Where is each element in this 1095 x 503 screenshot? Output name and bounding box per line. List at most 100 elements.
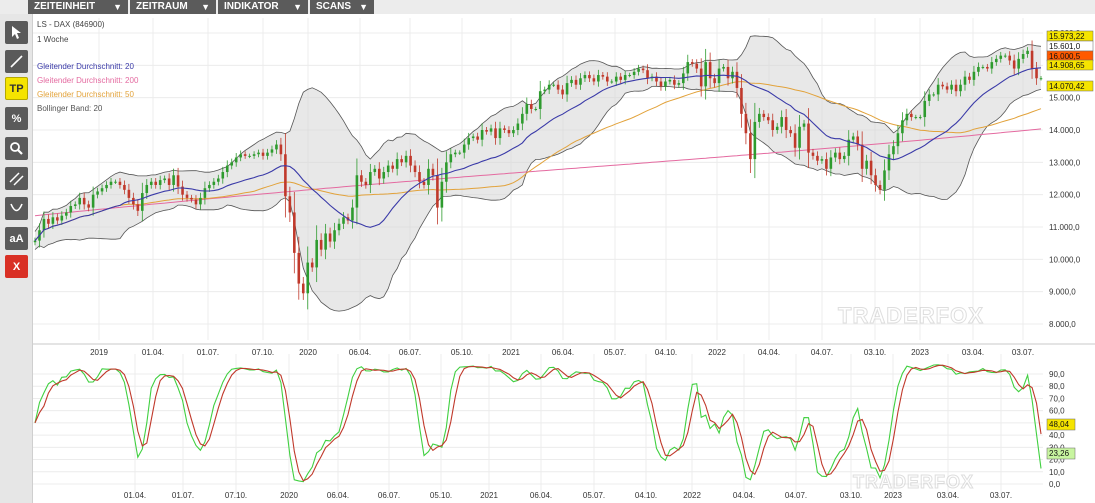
candle-body bbox=[646, 70, 649, 79]
zoom-icon bbox=[10, 142, 23, 155]
candle-body bbox=[516, 123, 520, 130]
drawing-toolbar: TP % aA X bbox=[0, 14, 33, 503]
candle-body bbox=[744, 113, 748, 134]
candle-body bbox=[221, 172, 225, 179]
cursor-tool-button[interactable] bbox=[5, 21, 28, 44]
candle-body bbox=[319, 239, 323, 250]
y-tick-label: 13.000,0 bbox=[1049, 158, 1081, 167]
x-tick-label: 05.07. bbox=[604, 348, 626, 357]
candle-body bbox=[301, 283, 305, 294]
legend-ma200[interactable]: Gleitender Durchschnitt: 200 bbox=[37, 76, 139, 85]
candle-body bbox=[427, 168, 430, 185]
candle-body bbox=[149, 181, 153, 185]
candle-body bbox=[932, 94, 935, 96]
menu-zeitraum[interactable]: ZEITRAUM ▼ bbox=[130, 0, 218, 14]
candle-body bbox=[740, 87, 743, 114]
candle-body bbox=[123, 184, 126, 190]
candle-body bbox=[96, 191, 99, 195]
price-badge bbox=[1046, 59, 1094, 71]
candle-body bbox=[494, 128, 497, 139]
candle-body bbox=[333, 230, 336, 242]
legend-bollinger[interactable]: Bollinger Band: 20 bbox=[37, 104, 103, 113]
tp-tool-button[interactable]: TP bbox=[5, 77, 28, 100]
menu-zeiteinheit[interactable]: ZEITEINHEIT ▼ bbox=[28, 0, 130, 14]
x-tick-label: 03.10. bbox=[864, 348, 886, 357]
x-tick-label: 01.07. bbox=[197, 348, 219, 357]
candle-body bbox=[704, 62, 707, 87]
parallel-lines-tool-button[interactable] bbox=[5, 167, 28, 190]
candle-body bbox=[807, 123, 810, 153]
osc-x-tick-label: 06.04. bbox=[530, 491, 552, 500]
legend-ma20[interactable]: Gleitender Durchschnitt: 20 bbox=[37, 62, 134, 71]
price-badge-label: 14.070,42 bbox=[1049, 82, 1085, 91]
osc-x-tick-label: 04.04. bbox=[733, 491, 755, 500]
osc-x-tick-label: 2021 bbox=[480, 491, 498, 500]
menu-indikator[interactable]: INDIKATOR ▼ bbox=[218, 0, 310, 14]
candle-body bbox=[364, 181, 368, 185]
candle-body bbox=[668, 79, 672, 82]
osc-x-tick-label: 07.10. bbox=[225, 491, 247, 500]
candle-body bbox=[561, 89, 564, 95]
candle-body bbox=[659, 81, 663, 87]
candle-body bbox=[158, 180, 162, 185]
candle-body bbox=[105, 184, 108, 189]
candle-body bbox=[619, 76, 623, 80]
text-tool-button[interactable]: aA bbox=[5, 227, 28, 250]
price-badge-label: 15.973,22 bbox=[1049, 32, 1085, 41]
osc-x-tick-label: 04.10. bbox=[635, 491, 657, 500]
candle-body bbox=[977, 66, 980, 72]
candle-body bbox=[60, 215, 64, 221]
candle-body bbox=[1008, 55, 1012, 61]
delete-tool-button[interactable]: X bbox=[5, 255, 28, 278]
candle-body bbox=[458, 152, 462, 154]
candle-body bbox=[968, 76, 971, 80]
candle-body bbox=[1017, 58, 1020, 69]
osc-x-tick-label: 06.07. bbox=[378, 491, 400, 500]
candle-body bbox=[905, 113, 909, 121]
candle-body bbox=[145, 184, 149, 194]
candle-body bbox=[261, 152, 265, 156]
x-tick-label: 06.07. bbox=[399, 348, 421, 357]
candle-body bbox=[588, 75, 591, 79]
candle-body bbox=[284, 154, 287, 197]
candle-body bbox=[986, 66, 989, 69]
candle-body bbox=[538, 91, 542, 109]
y-tick-label: 8.000,0 bbox=[1049, 320, 1076, 329]
candle-body bbox=[185, 194, 189, 198]
osc-x-tick-label: 06.04. bbox=[327, 491, 349, 500]
candle-body bbox=[409, 155, 412, 166]
zoom-tool-button[interactable] bbox=[5, 137, 28, 160]
candle-body bbox=[529, 104, 533, 109]
arc-tool-button[interactable] bbox=[5, 197, 28, 220]
candle-body bbox=[910, 113, 913, 118]
candle-body bbox=[856, 136, 859, 145]
candle-body bbox=[33, 240, 37, 243]
candle-body bbox=[780, 117, 783, 127]
candle-body bbox=[686, 62, 690, 74]
x-tick-label: 03.04. bbox=[962, 348, 984, 357]
candle-body bbox=[525, 104, 529, 114]
candle-body bbox=[132, 197, 135, 205]
oscillator-gridlines bbox=[33, 354, 1043, 494]
candle-body bbox=[784, 117, 788, 130]
menu-label: ZEITEINHEIT bbox=[34, 1, 96, 12]
candle-body bbox=[601, 75, 605, 77]
menu-scans[interactable]: SCANS ▼ bbox=[310, 0, 376, 14]
candle-body bbox=[699, 68, 703, 87]
candle-body bbox=[959, 84, 962, 92]
osc-x-tick-label: 01.04. bbox=[124, 491, 146, 500]
osc-x-tick-label: 03.07. bbox=[990, 491, 1012, 500]
candle-body bbox=[217, 178, 220, 182]
legend-ma50[interactable]: Gleitender Durchschnitt: 50 bbox=[37, 90, 134, 99]
osc-y-tick-label: 0,0 bbox=[1049, 480, 1061, 489]
percent-tool-button[interactable]: % bbox=[5, 107, 28, 130]
candle-body bbox=[883, 170, 886, 190]
candle-body bbox=[1039, 78, 1043, 80]
x-tick-label: 2019 bbox=[90, 348, 108, 357]
stoch-d-badge bbox=[1046, 447, 1076, 460]
trendline-tool-button[interactable] bbox=[5, 50, 28, 73]
candle-body bbox=[167, 178, 171, 185]
candle-body bbox=[69, 205, 73, 213]
chart-area[interactable]: TRADERFOX TRADERFOX LS - DAX (846900) 1 … bbox=[33, 14, 1095, 503]
candle-body bbox=[243, 154, 247, 156]
